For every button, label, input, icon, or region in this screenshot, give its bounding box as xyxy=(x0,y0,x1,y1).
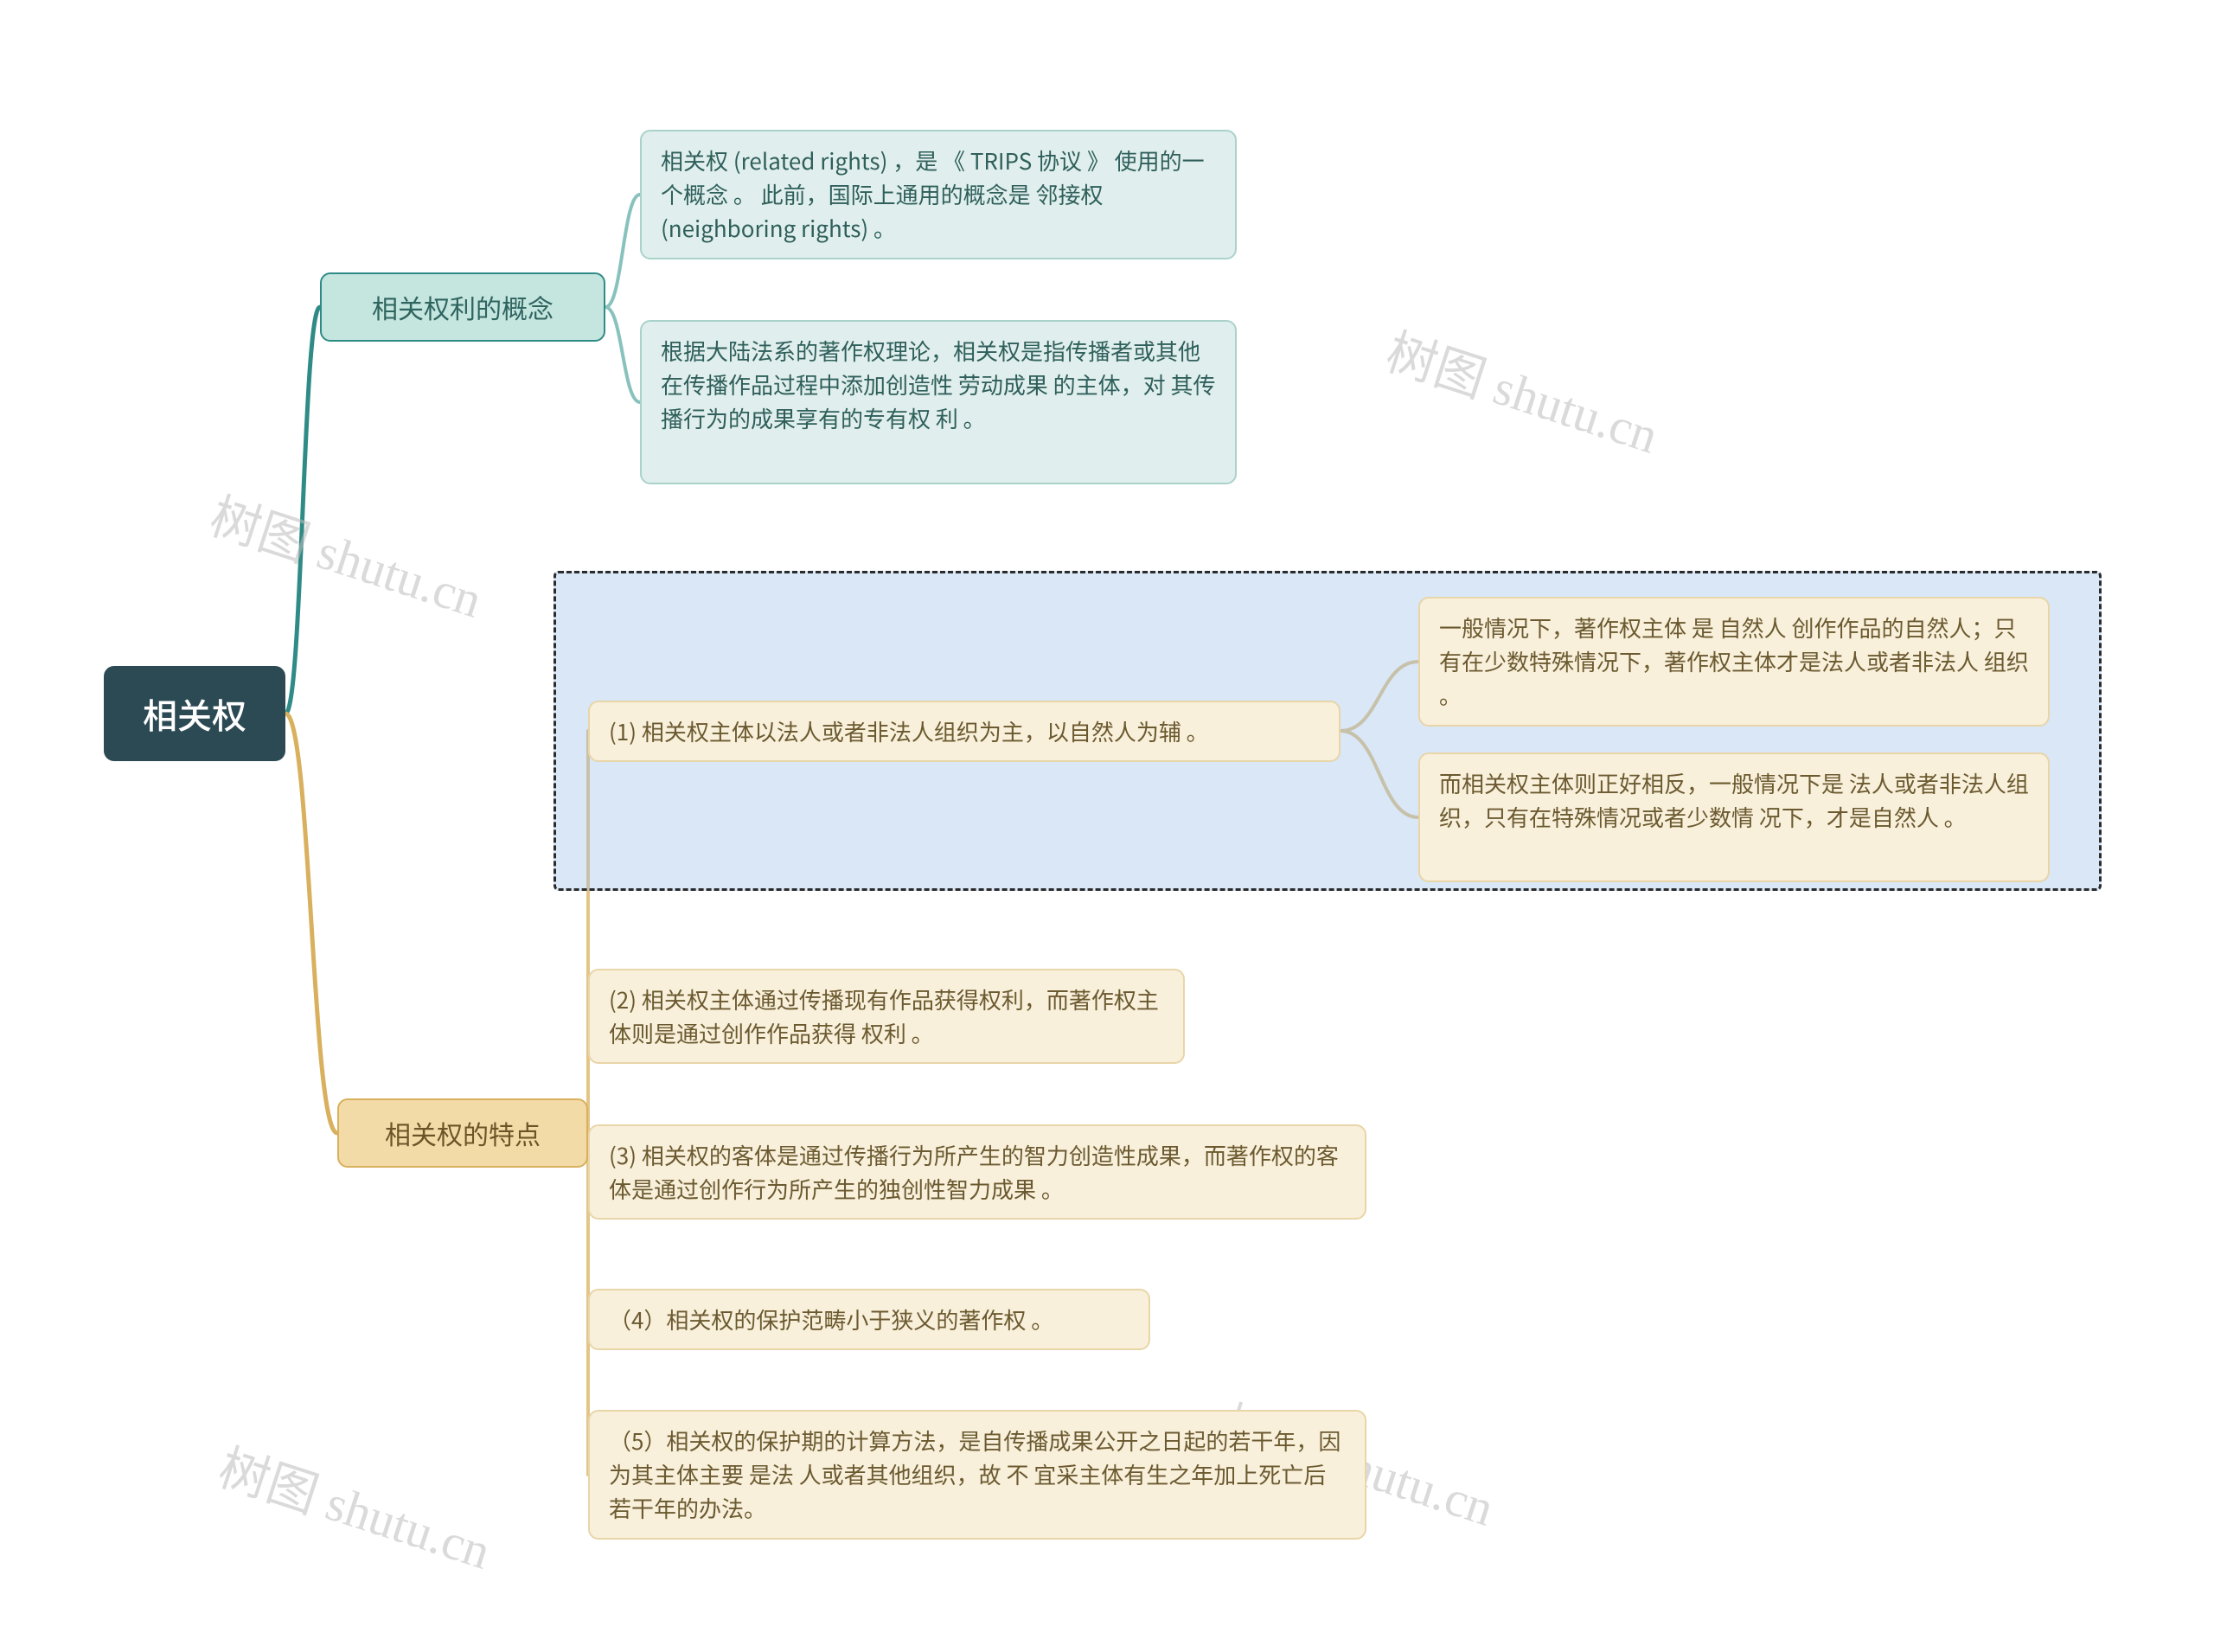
concept-child[interactable]: 根据大陆法系的著作权理论，相关权是指传播者或其他在传播作品过程中添加创造性 劳动… xyxy=(640,320,1237,484)
feature-item-4[interactable]: （4）相关权的保护范畴小于狭义的著作权 。 xyxy=(588,1289,1150,1350)
root-node[interactable]: 相关权 xyxy=(104,666,285,761)
concept-child[interactable]: 相关权 (related rights) ，是 《 TRIPS 协议 》 使用的… xyxy=(640,130,1237,259)
branch-features[interactable]: 相关权的特点 xyxy=(337,1098,588,1168)
feature-item-3[interactable]: (3) 相关权的客体是通过传播行为所产生的智力创造性成果，而著作权的客体是通过创… xyxy=(588,1124,1366,1220)
mindmap-canvas: 树图 shutu.cn 树图 shutu.cn 树图 shutu.cn 树图 s… xyxy=(0,0,2214,1652)
feature1-sub-a[interactable]: 一般情况下，著作权主体 是 自然人 创作作品的自然人；只有在少数特殊情况下，著作… xyxy=(1418,597,2050,727)
feature-item-1[interactable]: (1) 相关权主体以法人或者非法人组织为主，以自然人为辅 。 xyxy=(588,701,1341,762)
feature-item-5[interactable]: （5）相关权的保护期的计算方法，是自传播成果公开之日起的若干年，因为其主体主要 … xyxy=(588,1410,1366,1540)
branch-concept[interactable]: 相关权利的概念 xyxy=(320,272,605,342)
watermark: 树图 shutu.cn xyxy=(1379,311,1668,467)
watermark: 树图 shutu.cn xyxy=(202,476,492,631)
watermark: 树图 shutu.cn xyxy=(211,1427,501,1583)
feature-item-2[interactable]: (2) 相关权主体通过传播现有作品获得权利，而著作权主体则是通过创作作品获得 权… xyxy=(588,969,1185,1064)
feature1-sub-b[interactable]: 而相关权主体则正好相反，一般情况下是 法人或者非法人组织，只有在特殊情况或者少数… xyxy=(1418,752,2050,882)
